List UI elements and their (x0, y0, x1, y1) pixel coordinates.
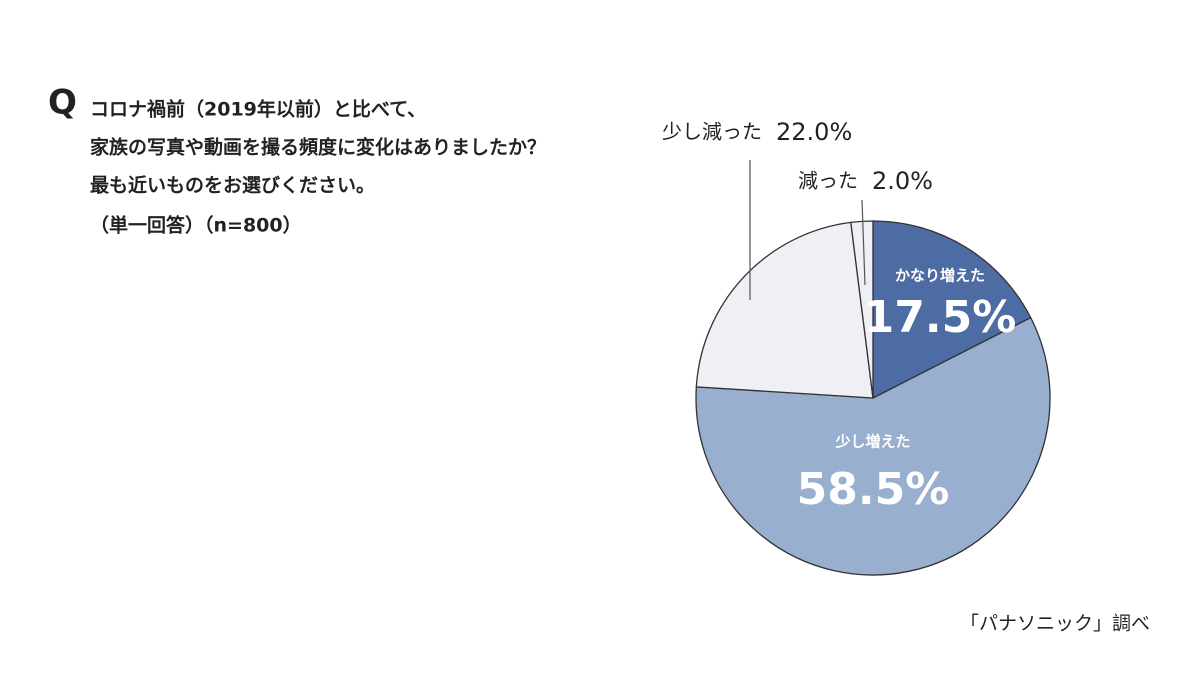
slice-category: 少し増えた (834, 433, 910, 451)
leader-line (861, 199, 866, 286)
slice-value: 22.0% (776, 118, 852, 146)
title-line: コロナ禍前（2019年以前）と比べて、 (90, 98, 426, 121)
source: 「パナソニック」調べ (960, 613, 1150, 635)
slice-value: 2.0% (872, 167, 933, 195)
title-line: 家族の写真や動画を撮る頻度に変化はありましたか？ (90, 136, 546, 159)
pie-slice (695, 316, 1051, 576)
question-marker: Q (48, 83, 77, 123)
pie (695, 220, 1051, 576)
slice-value: 58.5% (797, 464, 950, 515)
title-line: 最も近いものをお選びください。 (90, 175, 375, 197)
slice-value: 17.5% (864, 292, 1017, 343)
pie-slice (872, 220, 1032, 400)
slice-category: 減った (798, 169, 858, 193)
labels: かなり増えた 17.5% 少し増えた 58.5% 少し減った 22.0% 減った 2.0% (662, 118, 1016, 515)
subtitle: （単一回答）（n=800） (90, 214, 302, 237)
slice-category: かなり増えた (895, 267, 985, 285)
slice-category: 少し減った (662, 120, 762, 144)
pie-slice (850, 220, 874, 399)
pie-slice (695, 221, 874, 399)
